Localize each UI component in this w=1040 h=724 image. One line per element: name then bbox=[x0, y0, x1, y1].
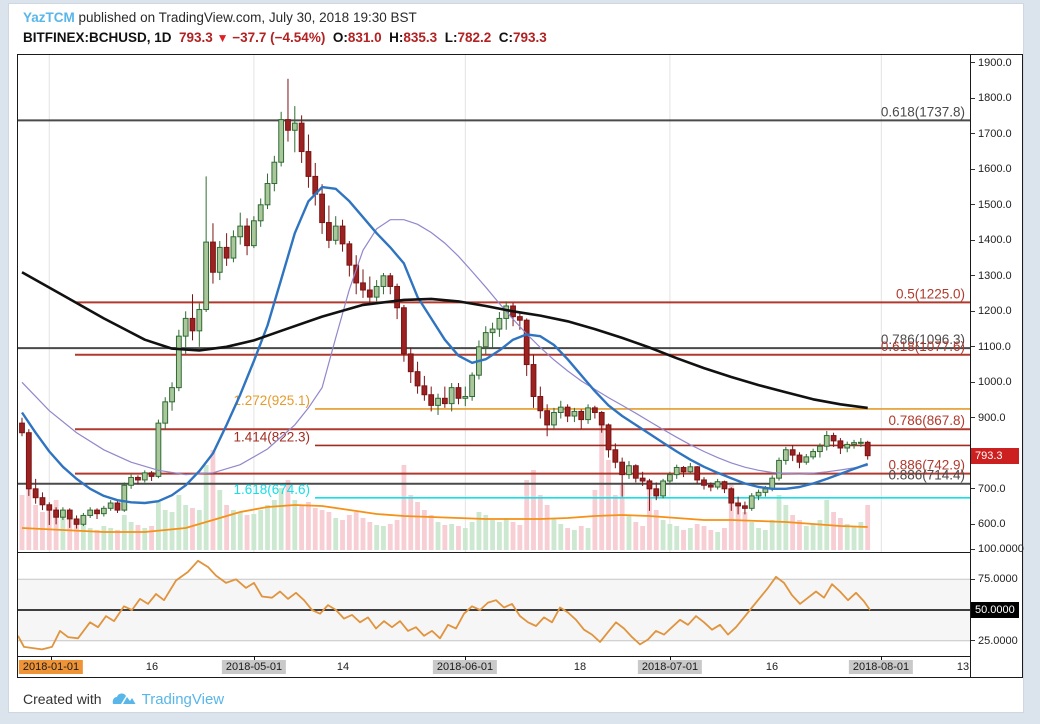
candlestick-series bbox=[19, 78, 871, 529]
rsi-axis-tick: 100.0000 bbox=[971, 543, 1024, 555]
last-price: 793.3 bbox=[179, 30, 213, 45]
time-axis-label: 2018-05-01 bbox=[221, 660, 287, 674]
low-value: 782.2 bbox=[457, 30, 492, 45]
price-change: −37.7 (−4.54%) bbox=[232, 30, 326, 45]
low-label: L: bbox=[444, 30, 458, 45]
time-axis-label: 2018-07-01 bbox=[637, 660, 703, 674]
price-axis-tick: 1300.0 bbox=[971, 270, 1012, 282]
price-axis[interactable]: 1900.0 1800.0 1700.0 1600.0 1500.0 1400.0 1300… bbox=[971, 55, 1024, 677]
price-axis-tick: 1500.0 bbox=[971, 199, 1012, 211]
chart-area: 0.618(1737.8) 0.5(1225.0) 0.786(1096.3) 0.6… bbox=[17, 54, 1024, 678]
tradingview-link[interactable]: TradingView bbox=[141, 690, 225, 708]
rsi-mid-badge: 50.0000 bbox=[971, 602, 1019, 618]
close-value: 793.3 bbox=[513, 30, 547, 45]
time-axis-label: 16 bbox=[145, 661, 159, 673]
price-axis-tick: 900.0 bbox=[971, 412, 1006, 424]
time-axis-label: 2018-01-01 bbox=[18, 660, 84, 674]
symbol-ohlc-bar: BITFINEX:BCHUSD, 1D 793.3 ▼ −37.7 (−4.54… bbox=[23, 30, 547, 45]
price-axis-tick: 1000.0 bbox=[971, 376, 1012, 388]
fib-label: 0.618(1077.6) bbox=[881, 339, 965, 354]
time-axis-label: 13 bbox=[956, 661, 970, 673]
price-axis-tick: 1200.0 bbox=[971, 305, 1012, 317]
time-axis[interactable]: 2018-01-01 16 2018-05-01 14 2018-06-01 18 2018… bbox=[18, 656, 971, 677]
footer-attribution: Created with TradingView bbox=[23, 688, 224, 710]
price-axis-tick: 1800.0 bbox=[971, 92, 1012, 104]
time-axis-tickmark bbox=[881, 656, 882, 660]
rsi-chart-svg bbox=[18, 559, 970, 651]
fib-label: 1.414(822.3) bbox=[233, 429, 310, 444]
price-axis-tick: 600.0 bbox=[971, 518, 1006, 530]
time-axis-tickmark bbox=[51, 656, 52, 660]
time-axis-tickmark bbox=[670, 656, 671, 660]
time-axis-tickmark bbox=[465, 656, 466, 660]
time-axis-label: 2018-06-01 bbox=[432, 660, 498, 674]
fib-label: 0.5(1225.0) bbox=[896, 286, 965, 301]
main-chart-pane[interactable]: 0.618(1737.8) 0.5(1225.0) 0.786(1096.3) 0.6… bbox=[18, 55, 971, 553]
created-with-text: Created with bbox=[23, 691, 102, 707]
fib-label: 0.618(1737.8) bbox=[881, 104, 965, 119]
black-ma-line bbox=[21, 271, 868, 410]
price-axis-tick: 1400.0 bbox=[971, 234, 1012, 246]
time-axis-label: 18 bbox=[573, 661, 587, 673]
volume-ma-line bbox=[21, 504, 868, 533]
author-link[interactable]: YazTCM bbox=[23, 10, 75, 25]
fib-label: 1.618(674.6) bbox=[233, 482, 310, 497]
last-price-badge: 793.3 bbox=[971, 447, 1019, 464]
tradingview-logo-icon[interactable] bbox=[112, 692, 136, 707]
snapshot-card: YazTCM published on TradingView.com, Jul… bbox=[8, 3, 1024, 713]
price-chart-svg: 0.618(1737.8) 0.5(1225.0) 0.786(1096.3)0.6… bbox=[18, 55, 970, 552]
price-axis-tick: 1900.0 bbox=[971, 57, 1012, 69]
fib-label: 0.886(742.9) bbox=[888, 458, 965, 473]
time-axis-label: 14 bbox=[336, 661, 350, 673]
high-label: H: bbox=[389, 30, 404, 45]
time-axis-label: 2018-08-01 bbox=[848, 660, 914, 674]
open-value: 831.0 bbox=[347, 30, 382, 45]
rsi-pane[interactable] bbox=[18, 553, 971, 657]
rsi-axis-tick: 75.0000 bbox=[971, 573, 1018, 585]
down-arrow-icon: ▼ bbox=[216, 31, 229, 45]
purple-ma-line bbox=[21, 219, 868, 476]
attribution-text: published on TradingView.com, July 30, 2… bbox=[74, 10, 417, 25]
high-value: 835.3 bbox=[403, 30, 438, 45]
volume-bars bbox=[19, 420, 871, 550]
price-axis-tick: 1100.0 bbox=[971, 341, 1011, 353]
price-axis-tick: 1700.0 bbox=[971, 128, 1012, 140]
symbol-name: BITFINEX:BCHUSD, 1D bbox=[23, 30, 172, 45]
fib-label: 0.786(867.8) bbox=[888, 413, 965, 428]
fib-label: 0.886(714.4) bbox=[888, 468, 965, 483]
close-label: C: bbox=[498, 30, 514, 45]
price-axis-tick: 1600.0 bbox=[971, 163, 1012, 175]
fib-label: 1.272(925.1) bbox=[233, 393, 310, 408]
rsi-line bbox=[18, 559, 871, 651]
open-label: O: bbox=[332, 30, 348, 45]
time-axis-label: 16 bbox=[765, 661, 779, 673]
fib-label: 0.786(1096.3) bbox=[881, 332, 965, 347]
time-axis-tickmark bbox=[254, 656, 255, 660]
blue-ma-line bbox=[21, 185, 869, 505]
price-axis-tick: 700.0 bbox=[971, 483, 1006, 495]
rsi-axis-tick: 25.0000 bbox=[971, 635, 1018, 647]
fibonacci-levels: 0.618(1737.8) 0.5(1225.0) 0.786(1096.3)0.6… bbox=[18, 104, 970, 499]
attribution-line: YazTCM published on TradingView.com, Jul… bbox=[23, 10, 417, 25]
